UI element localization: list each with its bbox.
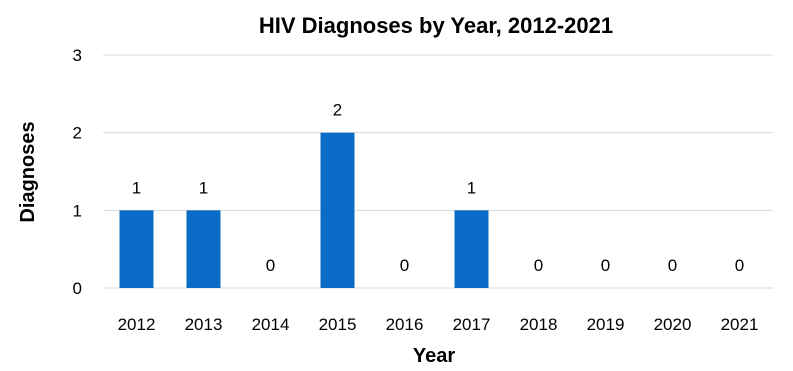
y-tick-label: 2	[73, 124, 82, 143]
x-tick-label-2017: 2017	[453, 315, 491, 334]
bar-2017	[454, 210, 489, 288]
data-label-2020: 0	[668, 256, 677, 275]
data-label-2012: 1	[132, 178, 141, 197]
chart-title: HIV Diagnoses by Year, 2012-2021	[259, 13, 613, 38]
bar-2012	[119, 210, 154, 288]
bars	[119, 132, 489, 288]
x-tick-label-2021: 2021	[721, 315, 759, 334]
x-tick-label-2020: 2020	[654, 315, 692, 334]
y-tick-label: 1	[73, 201, 82, 220]
y-tick-label: 0	[73, 279, 82, 298]
data-label-2014: 0	[266, 256, 275, 275]
data-label-2019: 0	[601, 256, 610, 275]
data-label-2013: 1	[199, 178, 208, 197]
x-tick-label-2012: 2012	[118, 315, 156, 334]
y-tick-label: 3	[73, 46, 82, 65]
data-label-2016: 0	[400, 256, 409, 275]
y-axis-ticks: 0 1 2 3	[73, 46, 82, 298]
bar-2013	[186, 210, 221, 288]
x-axis-label: Year	[413, 345, 455, 367]
bar-2015	[320, 132, 355, 288]
x-tick-label-2015: 2015	[319, 315, 357, 334]
data-label-2017: 1	[467, 178, 476, 197]
x-axis-ticks: 2012 2013 2014 2015 2016 2017 2018 2019 2020 2021	[118, 315, 759, 334]
y-axis-label: Diagnoses	[17, 121, 39, 222]
x-tick-label-2014: 2014	[252, 315, 290, 334]
data-label-2015: 2	[333, 101, 342, 120]
x-tick-label-2013: 2013	[185, 315, 223, 334]
data-label-2018: 0	[534, 256, 543, 275]
data-labels: 1 1 0 2 0 1 0 0 0 0	[132, 101, 744, 275]
x-tick-label-2016: 2016	[386, 315, 424, 334]
x-tick-label-2018: 2018	[520, 315, 558, 334]
data-label-2021: 0	[735, 256, 744, 275]
x-tick-label-2019: 2019	[587, 315, 625, 334]
